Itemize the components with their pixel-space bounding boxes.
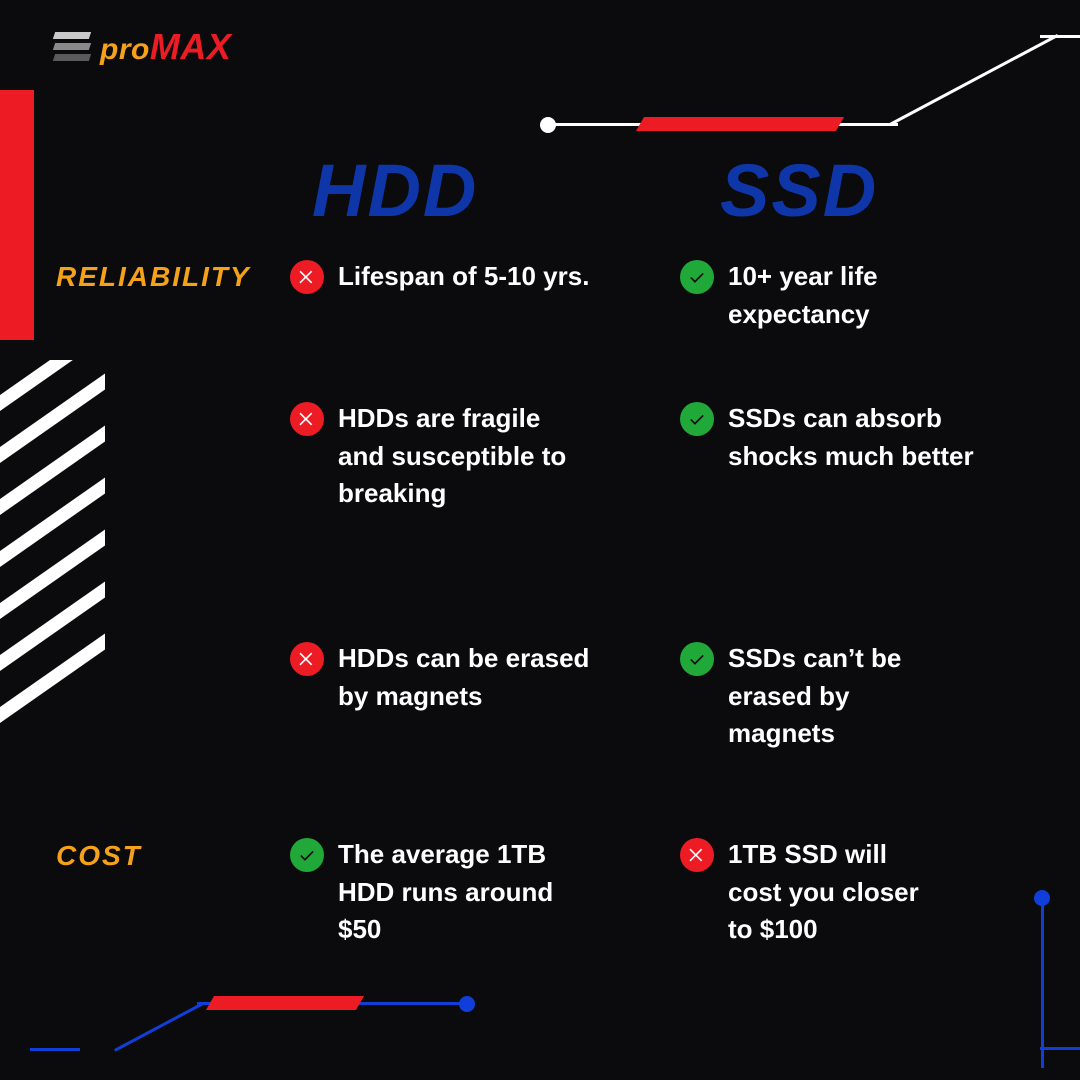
- check-icon: [680, 642, 714, 676]
- logo-text-pro: pro: [100, 33, 150, 66]
- compare-cell-hdd: HDDs can be erased by magnets: [290, 640, 590, 715]
- compare-text: 10+ year life expectancy: [728, 258, 980, 333]
- compare-text: HDDs are fragile and susceptible to brea…: [338, 400, 590, 513]
- compare-cell-hdd: HDDs are fragile and susceptible to brea…: [290, 400, 590, 513]
- x-icon: [290, 642, 324, 676]
- accent-top-right: [520, 85, 1080, 155]
- x-icon: [680, 838, 714, 872]
- accent-stripe: [0, 360, 105, 446]
- x-icon: [290, 260, 324, 294]
- column-header-hdd: HDD: [312, 148, 478, 233]
- compare-cell-ssd: SSDs can absorb shocks much better: [680, 400, 980, 475]
- category-label-cost: COST: [56, 840, 142, 872]
- accent-line: [1041, 898, 1044, 1068]
- compare-cell-ssd: 1TB SSD will cost you closer to $100: [680, 836, 940, 949]
- accent-line: [114, 1002, 204, 1052]
- x-icon: [290, 402, 324, 436]
- accent-red-left-bar: [0, 90, 34, 340]
- logo-mark-layer: [53, 54, 91, 61]
- logo-text-max: MAX: [150, 26, 232, 67]
- accent-red-bar: [206, 996, 364, 1010]
- accent-line: [1040, 1047, 1080, 1050]
- compare-cell-ssd: SSDs can’t be erased by magnets: [680, 640, 950, 753]
- check-icon: [680, 402, 714, 436]
- logo-mark-layer: [53, 43, 91, 50]
- accent-line: [30, 1048, 80, 1051]
- logo-mark-layer: [53, 32, 91, 39]
- compare-text: Lifespan of 5-10 yrs.: [338, 258, 589, 296]
- accent-bottom-left: [55, 980, 475, 1050]
- compare-text: 1TB SSD will cost you closer to $100: [728, 836, 940, 949]
- accent-line: [889, 34, 1058, 126]
- check-icon: [290, 838, 324, 872]
- compare-text: The average 1TB HDD runs around $50: [338, 836, 590, 949]
- brand-logo: proMAX: [54, 26, 231, 68]
- logo-mark-icon: [54, 32, 90, 62]
- compare-cell-hdd: The average 1TB HDD runs around $50: [290, 836, 590, 949]
- accent-red-bar: [636, 117, 844, 131]
- accent-line: [1040, 35, 1080, 38]
- compare-text: SSDs can’t be erased by magnets: [728, 640, 950, 753]
- column-header-ssd: SSD: [720, 148, 878, 233]
- compare-text: SSDs can absorb shocks much better: [728, 400, 980, 475]
- accent-diagonal-stripes: [0, 360, 105, 760]
- infographic-canvas: proMAX HDD SSD RELIABILITY COST Lifespan…: [0, 0, 1080, 1080]
- check-icon: [680, 260, 714, 294]
- logo-text: proMAX: [100, 26, 231, 68]
- compare-text: HDDs can be erased by magnets: [338, 640, 590, 715]
- compare-cell-hdd: Lifespan of 5-10 yrs.: [290, 258, 590, 296]
- compare-cell-ssd: 10+ year life expectancy: [680, 258, 980, 333]
- category-label-reliability: RELIABILITY: [56, 261, 251, 293]
